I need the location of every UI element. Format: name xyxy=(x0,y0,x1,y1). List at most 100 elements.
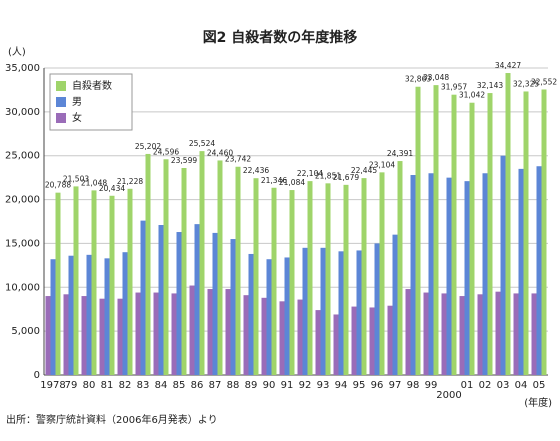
x-tick-label: 95 xyxy=(353,380,366,391)
bar xyxy=(153,292,159,375)
data-label: 21,503 xyxy=(63,174,89,183)
data-label: 22,445 xyxy=(351,166,377,175)
bar xyxy=(415,86,421,376)
bar xyxy=(392,234,398,375)
bar xyxy=(464,181,470,375)
bar xyxy=(99,298,105,375)
data-label: 25,524 xyxy=(189,139,215,148)
data-label: 32,552 xyxy=(531,77,557,86)
bar xyxy=(189,285,195,375)
bar xyxy=(86,254,92,375)
bar xyxy=(235,166,241,375)
x-tick-label: 04 xyxy=(515,380,528,391)
bar xyxy=(253,178,259,375)
y-tick-label: 0 xyxy=(34,370,40,381)
y-unit: (人) xyxy=(8,46,26,58)
bar xyxy=(45,296,51,375)
bar xyxy=(315,310,321,375)
x-tick-label: 05 xyxy=(533,380,546,391)
bar xyxy=(405,289,411,375)
source: 出所：警察庁統計資料（2006年6月発表）より xyxy=(6,413,218,426)
bar xyxy=(513,293,519,375)
bar xyxy=(541,89,547,375)
y-tick-label: 35,000 xyxy=(5,63,40,74)
y-tick-label: 15,000 xyxy=(5,238,40,249)
bar xyxy=(325,183,331,375)
bar xyxy=(307,181,313,375)
data-label: 33,048 xyxy=(423,73,449,82)
x-tick-label: 81 xyxy=(101,380,114,391)
y-tick-label: 10,000 xyxy=(5,282,40,293)
x-tick-label: 88 xyxy=(227,380,240,391)
bar xyxy=(289,190,295,375)
bar xyxy=(446,177,452,375)
bar xyxy=(68,255,74,375)
x-tick-label: 94 xyxy=(335,380,348,391)
data-label: 21,048 xyxy=(81,178,107,187)
bar xyxy=(428,173,434,375)
x-tick-label: 80 xyxy=(83,380,96,391)
data-label: 23,104 xyxy=(369,160,395,169)
x-tick-label: 03 xyxy=(497,380,510,391)
bar xyxy=(531,293,537,375)
bar xyxy=(181,168,187,375)
x-tick-label: 91 xyxy=(281,380,294,391)
x-tick-label: 97 xyxy=(389,380,402,391)
data-label: 34,427 xyxy=(495,61,521,70)
bar xyxy=(207,289,213,375)
legend-label: 女 xyxy=(72,111,82,124)
bar xyxy=(369,307,375,375)
bar xyxy=(63,294,69,375)
data-label: 24,596 xyxy=(153,147,179,156)
bar xyxy=(73,186,79,375)
y-tick-label: 30,000 xyxy=(5,107,40,118)
bar xyxy=(351,306,357,375)
bar xyxy=(338,251,344,375)
bar xyxy=(279,301,285,375)
x-tick-label: 79 xyxy=(65,380,78,391)
bar xyxy=(117,298,123,375)
bar xyxy=(433,85,439,375)
bar xyxy=(225,289,231,375)
data-label: 21,084 xyxy=(279,178,305,187)
x-tick-label: 01 xyxy=(461,380,474,391)
bar xyxy=(140,220,146,375)
bar xyxy=(487,93,493,376)
bar xyxy=(297,299,303,375)
bar xyxy=(518,168,524,375)
bar xyxy=(536,166,542,375)
bar xyxy=(55,192,61,375)
data-label: 32,325 xyxy=(513,79,539,88)
data-label: 21,346 xyxy=(261,176,287,185)
bar xyxy=(243,295,249,375)
bar xyxy=(122,252,128,375)
bar xyxy=(500,155,506,375)
x-tick-label: 02 xyxy=(479,380,492,391)
bar xyxy=(423,292,429,375)
bar xyxy=(50,259,56,375)
bar xyxy=(495,291,501,375)
x-tick-label: 96 xyxy=(371,380,384,391)
x-tick-label: 84 xyxy=(155,380,168,391)
legend-label: 男 xyxy=(72,96,82,108)
y-tick-label: 5,000 xyxy=(11,326,40,337)
chart-title: 図2 自殺者数の年度推移 xyxy=(203,29,358,46)
x-tick-label: 85 xyxy=(173,380,186,391)
x-tick-label: 93 xyxy=(317,380,330,391)
bar xyxy=(387,305,393,375)
bar xyxy=(505,73,511,375)
legend-swatch xyxy=(56,81,66,91)
data-label: 22,104 xyxy=(297,169,323,178)
data-label: 21,679 xyxy=(333,173,359,182)
data-label: 31,957 xyxy=(441,83,467,92)
bar xyxy=(266,259,272,375)
bar xyxy=(271,187,277,375)
data-label: 23,599 xyxy=(171,156,197,165)
bar xyxy=(410,175,416,375)
bar xyxy=(379,172,385,375)
bar xyxy=(469,102,475,375)
bar xyxy=(320,247,326,375)
bar xyxy=(230,239,236,375)
bar xyxy=(333,314,339,375)
x-unit: (年度) xyxy=(524,396,552,409)
